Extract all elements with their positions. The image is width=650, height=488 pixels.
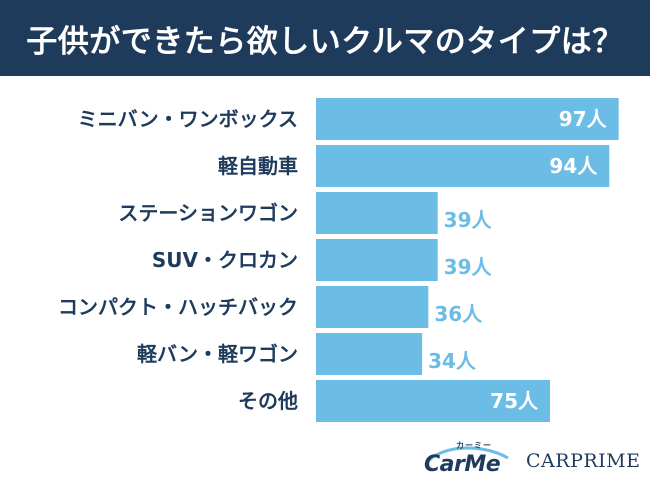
- value-label: 39人: [444, 208, 493, 232]
- bar: [316, 239, 438, 281]
- category-label: コンパクト・ハッチバック: [58, 295, 298, 319]
- carme-logo: カーミー CarMe: [420, 440, 516, 482]
- chart-title: 子供ができたら欲しいクルマのタイプは？: [26, 23, 624, 60]
- value-label: 36人: [434, 302, 483, 326]
- chart-header: 子供ができたら欲しいクルマのタイプは？: [0, 0, 650, 76]
- bar: [316, 333, 423, 375]
- logo-area: カーミー CarMe CARPRIME: [420, 440, 640, 482]
- value-label: 39人: [444, 255, 493, 279]
- category-label: その他: [238, 389, 298, 413]
- category-label: 軽自動車: [218, 154, 298, 178]
- category-label: SUV・クロカン: [152, 248, 298, 272]
- bar: [316, 98, 619, 140]
- value-label: 97人: [559, 107, 608, 131]
- value-label: 94人: [549, 154, 598, 178]
- bar: [316, 380, 550, 422]
- category-label: ミニバン・ワンボックス: [78, 107, 298, 131]
- car-roof-icon: [424, 446, 509, 465]
- carme-wordmark: CarMe: [424, 452, 501, 477]
- bar: [316, 192, 438, 234]
- carme-kana: カーミー: [456, 441, 492, 450]
- category-label: ステーションワゴン: [118, 201, 298, 225]
- carprime-logo: CARPRIME: [526, 450, 641, 472]
- value-label: 34人: [428, 349, 477, 373]
- category-label: 軽バン・軽ワゴン: [137, 342, 298, 366]
- value-label: 75人: [490, 389, 539, 413]
- bar: [316, 145, 610, 187]
- bar: [316, 286, 429, 328]
